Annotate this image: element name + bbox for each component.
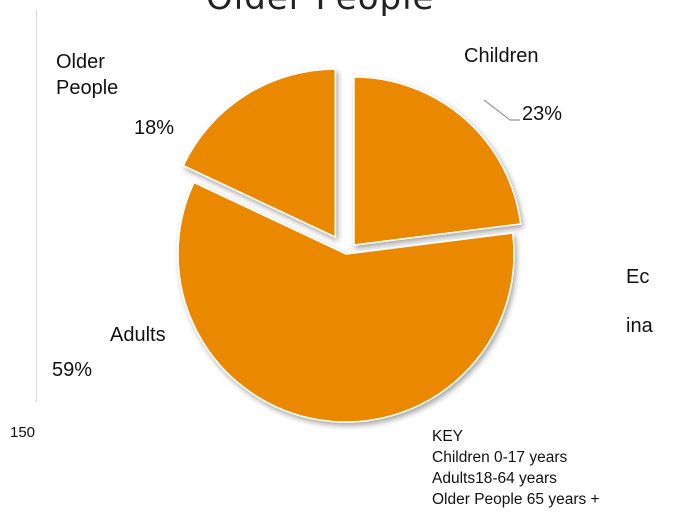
slice-label-children: Children [464, 45, 539, 67]
slice-value-adults: 59% [52, 359, 93, 381]
slice-adults [177, 181, 515, 423]
background-text-1: Ec [626, 266, 650, 288]
children-leader-line [483, 99, 520, 121]
legend-entry-adults: Adults18-64 years [432, 470, 557, 487]
divider-line [36, 10, 37, 402]
stray-number: 150 [10, 424, 36, 441]
legend-entry-older-people: Older People 65 years + [432, 491, 600, 508]
legend-entry-children: Children 0-17 years [432, 449, 568, 466]
slice-children [353, 76, 522, 246]
slice-value-children: 23% [522, 103, 563, 125]
slice-older-people [182, 68, 337, 239]
slice-label-older-people: Older People [56, 51, 119, 99]
legend-title: KEY [432, 428, 464, 445]
slice-value-older-people: 18% [134, 117, 175, 139]
legend: KEY Children 0-17 years Adults18-64 year… [432, 426, 600, 510]
background-text-2: ina [626, 315, 653, 337]
slice-label-adults: Adults [110, 324, 166, 346]
background-title: Older People [206, 0, 434, 18]
